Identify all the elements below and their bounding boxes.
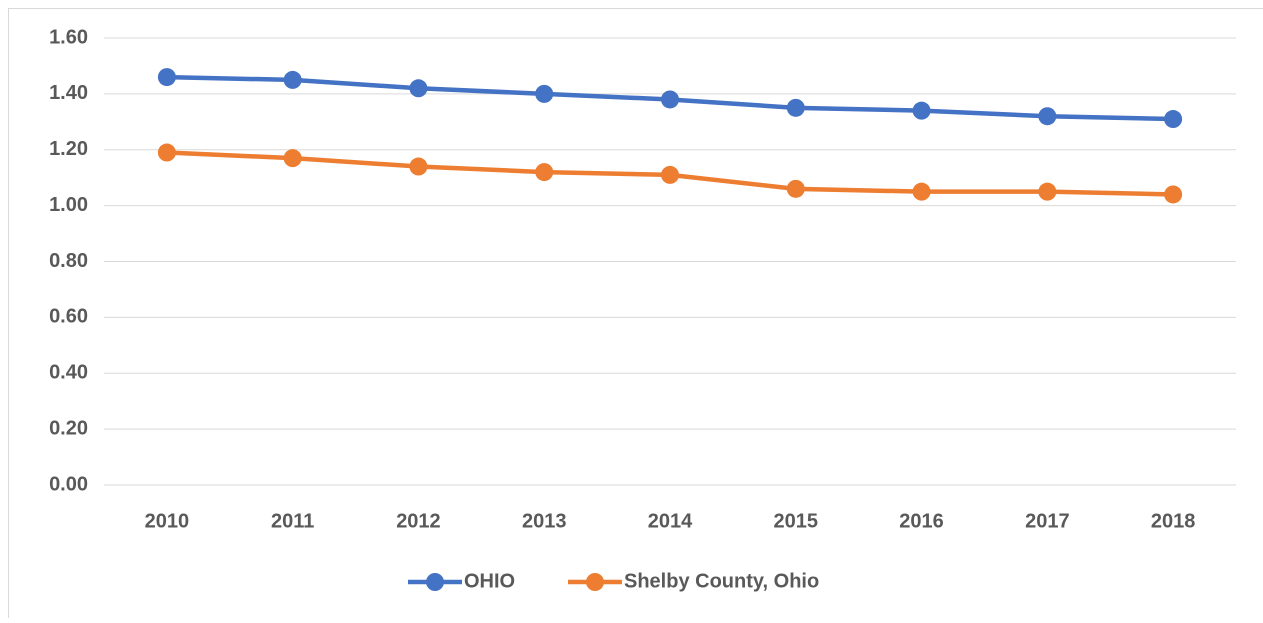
point [535, 163, 553, 181]
point [158, 68, 176, 86]
x-tick-label: 2011 [271, 510, 314, 532]
y-tick-label: 0.40 [49, 362, 88, 384]
x-tick-label: 2013 [522, 510, 567, 532]
point [1164, 110, 1182, 128]
point [661, 90, 679, 108]
y-tick-label: 1.40 [49, 82, 88, 104]
y-tick-label: 0.20 [49, 417, 88, 439]
legend-marker [426, 573, 444, 591]
point [284, 71, 302, 89]
x-tick-label: 2018 [1151, 510, 1196, 532]
x-tick-label: 2012 [396, 510, 441, 532]
y-tick-label: 1.00 [49, 194, 88, 216]
x-tick-label: 2017 [1025, 510, 1070, 532]
legend-marker [586, 573, 604, 591]
x-tick-label: 2016 [899, 510, 944, 532]
legend-label: OHIO [464, 570, 515, 592]
point [535, 85, 553, 103]
point [409, 79, 427, 97]
point [787, 99, 805, 117]
point [661, 166, 679, 184]
x-tick-label: 2015 [774, 510, 819, 532]
point [787, 180, 805, 198]
y-tick-label: 1.60 [49, 26, 88, 48]
x-tick-label: 2010 [145, 510, 190, 532]
point [913, 102, 931, 120]
point [158, 144, 176, 162]
legend-label: Shelby County, Ohio [624, 570, 819, 592]
y-tick-label: 0.00 [49, 473, 88, 495]
point [284, 149, 302, 167]
y-tick-label: 0.80 [49, 250, 88, 272]
point [409, 158, 427, 176]
point [913, 183, 931, 201]
point [1164, 185, 1182, 203]
x-tick-label: 2014 [648, 510, 693, 532]
point [1038, 107, 1056, 125]
y-tick-label: 0.60 [49, 306, 88, 328]
y-tick-label: 1.20 [49, 138, 88, 160]
point [1038, 183, 1056, 201]
